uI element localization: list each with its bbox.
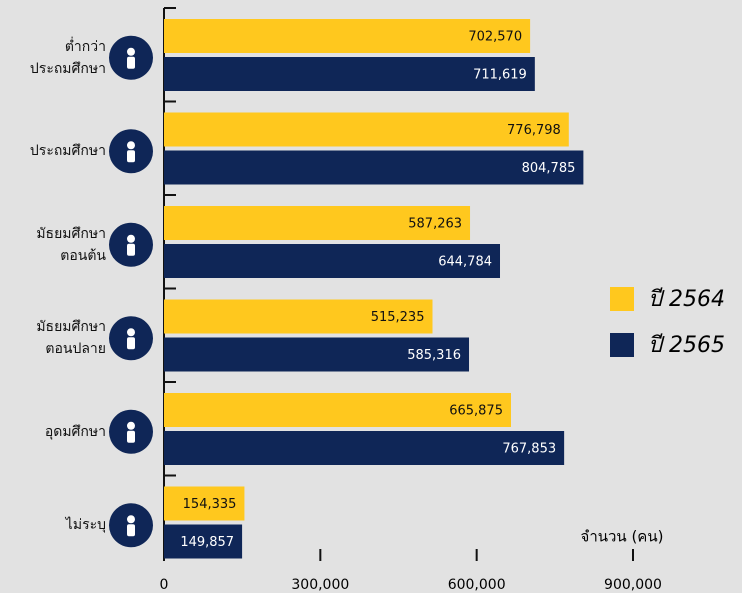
bar — [164, 244, 501, 278]
category-icon-figure — [127, 337, 135, 350]
category-icon-figure — [127, 141, 135, 150]
x-tick-label: 300,000 — [291, 577, 349, 593]
value-label: 587,263 — [408, 217, 462, 232]
value-label: 154,335 — [183, 497, 237, 512]
value-label: 515,235 — [371, 310, 425, 325]
value-label: 702,570 — [468, 30, 522, 45]
value-label: 149,857 — [180, 535, 234, 550]
value-label: 767,853 — [502, 442, 556, 457]
value-label: 776,798 — [507, 123, 561, 138]
bar — [164, 524, 243, 559]
category-icon-figure — [127, 234, 135, 243]
category-icon-figure — [127, 524, 135, 537]
category-label: ประถมศึกษา — [29, 143, 106, 160]
value-label: 585,316 — [407, 348, 461, 363]
category-icon-figure — [127, 515, 135, 524]
bar — [164, 486, 245, 521]
value-label: 804,785 — [522, 161, 576, 176]
legend-label: ปี 2565 — [648, 333, 725, 358]
bar — [164, 299, 433, 334]
category-label: ต่ำกว่า ประถมศึกษา — [29, 38, 106, 77]
bar — [164, 393, 511, 427]
category-icon-figure — [127, 421, 135, 430]
category-icon-figure — [127, 430, 135, 443]
category-label: อุดมศึกษา — [44, 423, 106, 440]
bar — [164, 112, 569, 147]
x-tick-label: 0 — [160, 577, 169, 593]
category-icon-figure — [127, 243, 135, 256]
bar — [164, 57, 535, 91]
bar — [164, 431, 565, 465]
legend-swatch — [610, 333, 634, 357]
legend-label: ปี 2564 — [648, 287, 725, 312]
category-icon-figure — [127, 47, 135, 56]
category-icon-figure — [127, 328, 135, 337]
bar — [164, 206, 471, 240]
category-label: มัธยมศึกษา ตอนปลาย — [36, 319, 106, 358]
x-axis-label: จำนวน (คน) — [581, 528, 664, 546]
value-label: 665,875 — [449, 404, 503, 419]
value-label: 644,784 — [438, 255, 492, 270]
category-label: มัธยมศึกษา ตอนต้น — [36, 225, 106, 264]
bar — [164, 19, 531, 53]
bar — [164, 150, 584, 185]
value-label: 711,619 — [473, 68, 527, 83]
category-label: ไม่ระบุ — [65, 517, 106, 534]
bar — [164, 337, 470, 372]
x-tick-label: 900,000 — [604, 577, 662, 593]
x-tick-label: 600,000 — [448, 577, 506, 593]
category-icon-figure — [127, 150, 135, 163]
legend-swatch — [610, 287, 634, 311]
category-icon-figure — [127, 56, 135, 69]
